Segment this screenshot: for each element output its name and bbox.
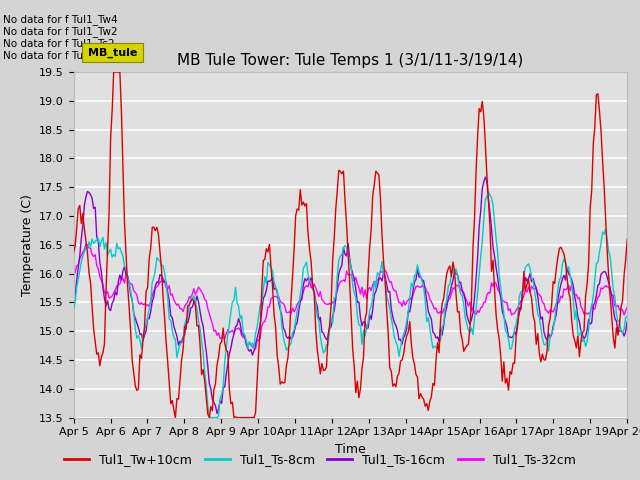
Text: No data for f Tul1_Ts5: No data for f Tul1_Ts5: [3, 50, 115, 61]
Text: No data for f Tul1_Tw2: No data for f Tul1_Tw2: [3, 26, 118, 37]
Text: No data for f Tul1_Ts2: No data for f Tul1_Ts2: [3, 38, 115, 49]
Title: MB Tule Tower: Tule Temps 1 (3/1/11-3/19/14): MB Tule Tower: Tule Temps 1 (3/1/11-3/19…: [177, 53, 524, 68]
X-axis label: Time: Time: [335, 443, 366, 456]
Legend: Tul1_Tw+10cm, Tul1_Ts-8cm, Tul1_Ts-16cm, Tul1_Ts-32cm: Tul1_Tw+10cm, Tul1_Ts-8cm, Tul1_Ts-16cm,…: [60, 448, 580, 471]
Text: MB_tule: MB_tule: [88, 48, 137, 58]
Y-axis label: Temperature (C): Temperature (C): [20, 194, 33, 296]
Text: No data for f Tul1_Tw4: No data for f Tul1_Tw4: [3, 14, 118, 25]
